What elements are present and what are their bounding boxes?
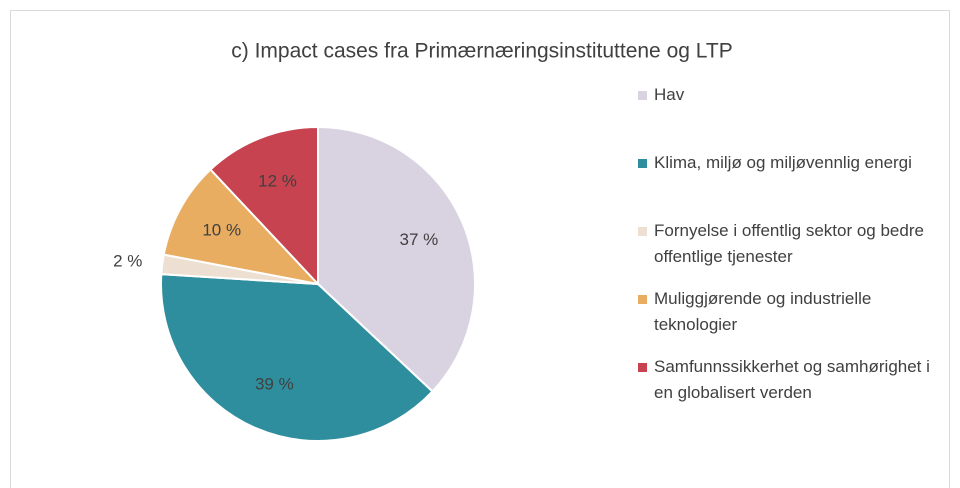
pie-slice bbox=[162, 168, 321, 286]
pie-slice bbox=[209, 125, 319, 287]
legend-label: Samfunnssikkerhet og samhørighet i en gl… bbox=[654, 357, 930, 402]
data-label: 12 % bbox=[258, 171, 297, 190]
data-label: 2 % bbox=[113, 251, 142, 270]
data-label: 37 % bbox=[399, 230, 438, 249]
legend-item: Fornyelse i offentlig sektor og bedre of… bbox=[638, 218, 948, 286]
legend-swatch bbox=[638, 91, 647, 100]
data-label: 39 % bbox=[255, 374, 294, 393]
legend-swatch bbox=[638, 159, 647, 168]
legend-label: Hav bbox=[654, 85, 685, 104]
legend-item: Klima, miljø og miljøvennlig energi bbox=[638, 150, 948, 218]
chart-title: c) Impact cases fra Primærnæringsinstitu… bbox=[231, 40, 732, 63]
data-label: 10 % bbox=[202, 221, 241, 240]
legend-swatch bbox=[638, 363, 647, 372]
legend-label: Fornyelse i offentlig sektor og bedre of… bbox=[654, 221, 924, 266]
pie-slice bbox=[160, 273, 434, 442]
legend-label: Klima, miljø og miljøvennlig energi bbox=[654, 153, 912, 172]
pie-slice bbox=[317, 125, 476, 393]
legend-label: Muliggjørende og industrielle teknologie… bbox=[654, 289, 872, 334]
legend-item: Hav bbox=[638, 82, 948, 150]
legend-item: Muliggjørende og industrielle teknologie… bbox=[638, 286, 948, 354]
legend-item: Samfunnssikkerhet og samhørighet i en gl… bbox=[638, 354, 948, 422]
frame bbox=[10, 10, 950, 488]
legend-swatch bbox=[638, 227, 647, 236]
legend-swatch bbox=[638, 295, 647, 304]
legend: Hav Klima, miljø og miljøvennlig energi Fo… bbox=[638, 82, 948, 422]
